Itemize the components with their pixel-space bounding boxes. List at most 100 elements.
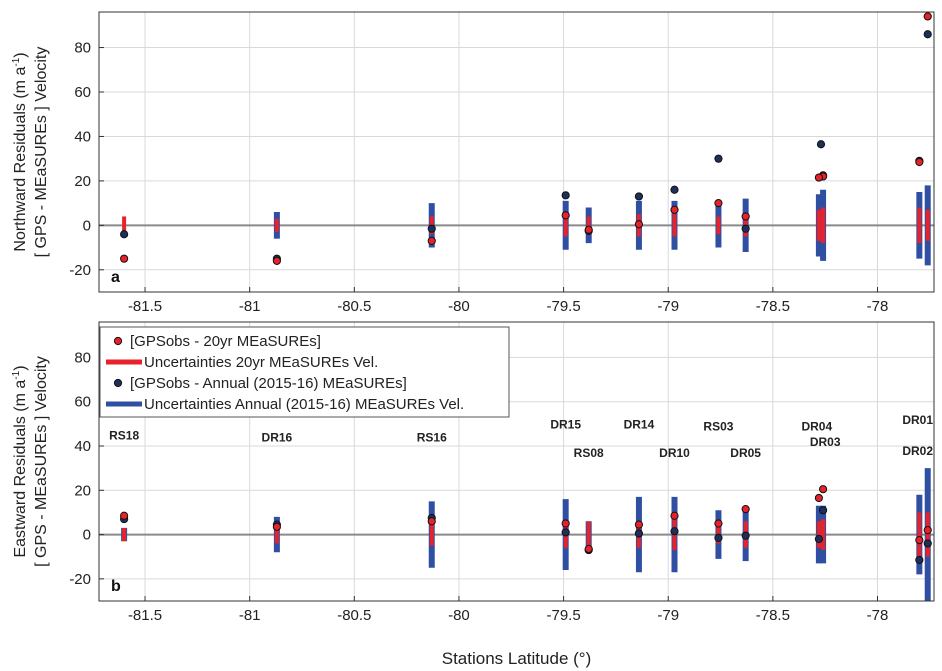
gps-20yr-point — [915, 536, 924, 545]
gps-20yr-point — [814, 493, 823, 503]
y-tick-label: 0 — [83, 527, 91, 544]
y-tick-label: 40 — [74, 128, 91, 145]
panel-a-ylabel-line1: Northward Residuals (m a-1) — [11, 52, 29, 251]
gps-20yr-point — [634, 520, 644, 529]
panel-a-series — [120, 12, 932, 266]
legend-red-point-marker — [113, 336, 123, 346]
panel-a-frame — [98, 11, 935, 293]
station-label-rs16: RS16 — [417, 431, 447, 445]
panel-a-grid — [99, 12, 934, 292]
panel-a-northward-residuals: -81.5 -81 -80.5 -80 -79.5 -79 -78.5 -78 -20 0 20 4… — [11, 11, 935, 315]
x-tick-label: -78 — [867, 298, 889, 315]
gps-20yr-point — [272, 256, 281, 265]
y-tick-label: 20 — [74, 173, 91, 190]
gps-20yr-point — [915, 157, 924, 167]
y-tick-label: 20 — [74, 482, 91, 499]
panel-b-station-labels: RS18 DR16 RS16 DR15 RS08 DR14 DR10 RS03 DR05 DR04… — [109, 413, 933, 460]
legend-label-unc-annual: Uncertainties Annual (2015-16) MEaSUREs … — [144, 396, 464, 413]
gps-20yr-point — [923, 526, 932, 535]
gps-annual-point — [670, 527, 679, 536]
y-tick-label: -20 — [69, 262, 91, 279]
gps-20yr-point — [584, 225, 593, 234]
panel-b-x-ticks: -81.5 -81 -80.5 -80 -79.5 -79 -78.5 -78 — [128, 596, 888, 624]
x-tick-label: -79.5 — [546, 607, 580, 624]
legend: [GPSobs - 20yr MEaSUREs] Uncertainties 2… — [99, 326, 510, 418]
gps-20yr-point — [714, 199, 723, 208]
legend-box — [99, 326, 510, 418]
gps-20yr-point — [670, 511, 679, 520]
station-label-dr05: DR05 — [730, 446, 761, 460]
x-tick-label: -80 — [448, 607, 470, 624]
station-label-dr03: DR03 — [810, 435, 841, 449]
gps-20yr-point — [120, 254, 129, 263]
gps-annual-point — [634, 192, 644, 201]
x-tick-label: -81 — [239, 298, 261, 315]
legend-item-unc-20yr: Uncertainties 20yr MEaSUREs Vel. — [106, 354, 378, 371]
gps-annual-point — [634, 529, 644, 538]
gps-20yr-point — [561, 519, 570, 528]
gps-annual-point — [915, 555, 924, 565]
gps-annual-point — [427, 224, 436, 233]
gps-20yr-point — [427, 236, 436, 245]
gps-20yr-point — [814, 173, 823, 182]
y-tick-label: 80 — [74, 349, 91, 366]
gps-annual-point — [561, 191, 570, 200]
gps-20yr-point — [272, 522, 281, 531]
gps-annual-point — [818, 506, 828, 515]
x-tick-label: -78.5 — [756, 298, 790, 315]
station-label-rs18: RS18 — [109, 428, 139, 442]
gps-annual-point — [714, 154, 723, 163]
x-tick-label: -79 — [657, 607, 679, 624]
panel-b-letter: b — [111, 578, 121, 595]
panel-a-y-ticks: -20 0 20 40 60 80 — [69, 40, 104, 279]
gps-annual-point — [741, 531, 750, 540]
gps-20yr-point — [818, 485, 828, 494]
panel-a-letter: a — [111, 269, 120, 286]
legend-item-unc-annual: Uncertainties Annual (2015-16) MEaSUREs … — [106, 396, 464, 413]
x-tick-label: -80.5 — [337, 298, 371, 315]
y-tick-label: -20 — [69, 571, 91, 588]
station-label-dr01: DR01 — [902, 413, 933, 427]
legend-item-gps-20yr: [GPSobs - 20yr MEaSUREs] — [113, 333, 321, 350]
station-label-rs03: RS03 — [703, 420, 733, 434]
y-tick-label: 0 — [83, 217, 91, 234]
x-tick-label: -81.5 — [128, 298, 162, 315]
station-label-dr02: DR02 — [902, 444, 933, 458]
y-tick-label: 60 — [74, 84, 91, 101]
y-tick-label: 60 — [74, 394, 91, 411]
gps-annual-point — [923, 539, 932, 548]
x-tick-label: -78.5 — [756, 607, 790, 624]
panel-b-y-ticks: -20 0 20 40 60 80 — [69, 349, 104, 588]
x-tick-label: -78 — [867, 607, 889, 624]
gps-annual-point — [741, 224, 750, 233]
panel-b-eastward-residuals: RS18 DR16 RS16 DR15 RS08 DR14 DR10 RS03 DR05 DR04… — [11, 321, 935, 668]
gps-20yr-point — [670, 205, 679, 214]
x-tick-label: -79.5 — [546, 298, 580, 315]
x-axis-label: Stations Latitude (°) — [442, 649, 592, 668]
legend-blue-point-marker — [113, 378, 123, 388]
y-tick-label: 40 — [74, 438, 91, 455]
x-tick-label: -81 — [239, 607, 261, 624]
legend-item-gps-annual: [GPSobs - Annual (2015-16) MEaSUREs] — [113, 375, 407, 392]
gps-20yr-point — [427, 517, 436, 526]
panel-b-ylabel-line1: Eastward Residuals (m a-1) — [11, 365, 29, 557]
gps-20yr-point — [714, 519, 723, 528]
gps-20yr-point — [120, 511, 129, 520]
gps-annual-point — [120, 230, 129, 239]
station-label-rs08: RS08 — [574, 446, 604, 460]
panel-a-ylabel-line2: [ GPS - MEaSUREs ] Velocity — [33, 47, 50, 258]
station-label-dr10: DR10 — [659, 446, 690, 460]
gps-annual-point — [714, 533, 723, 542]
gps-annual-point — [923, 30, 932, 39]
legend-label-gps-annual: [GPSobs - Annual (2015-16) MEaSUREs] — [130, 375, 407, 392]
station-label-dr04: DR04 — [801, 420, 832, 434]
x-tick-label: -79 — [657, 298, 679, 315]
x-tick-label: -80.5 — [337, 607, 371, 624]
legend-label-unc-20yr: Uncertainties 20yr MEaSUREs Vel. — [144, 354, 378, 371]
gps-annual-point — [816, 140, 826, 149]
panel-b-ylabel-line2: [ GPS - MEaSUREs ] Velocity — [33, 356, 50, 567]
x-tick-label: -80 — [448, 298, 470, 315]
legend-label-gps-20yr: [GPSobs - 20yr MEaSUREs] — [130, 333, 321, 350]
panel-a-x-ticks: -81.5 -81 -80.5 -80 -79.5 -79 -78.5 -78 — [128, 287, 888, 315]
